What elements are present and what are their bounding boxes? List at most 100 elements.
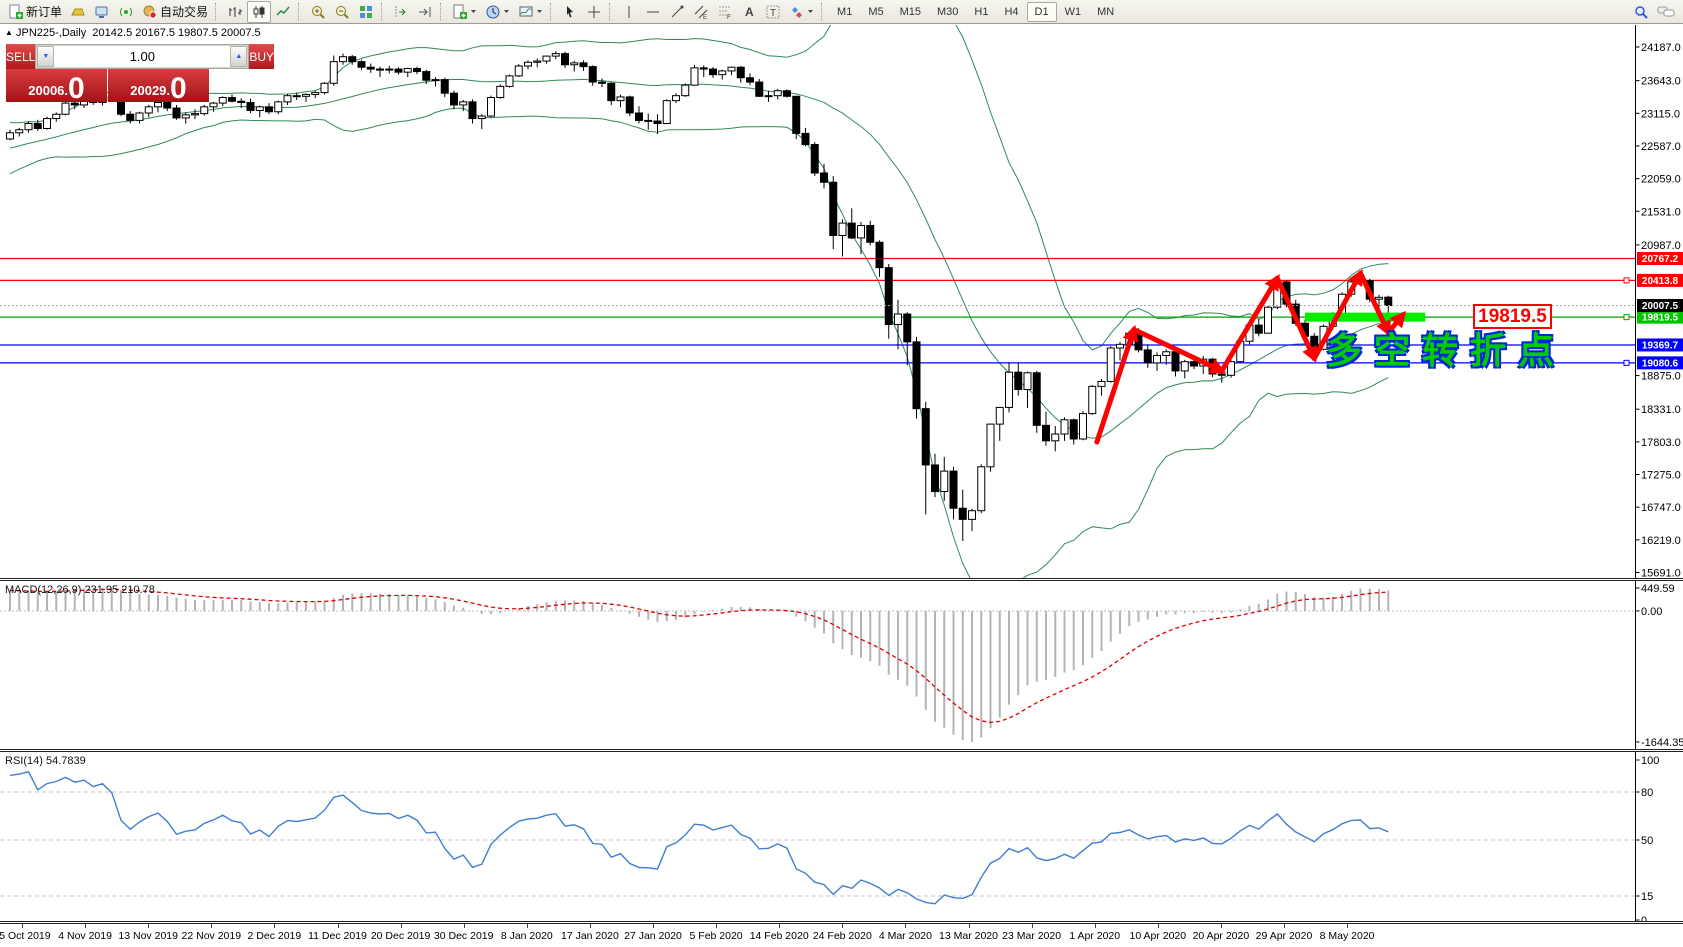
chart-ohlc-title: 20142.5 20167.5 19807.5 20007.5 xyxy=(92,27,261,39)
search-button[interactable] xyxy=(1629,1,1653,23)
toolbar-separator xyxy=(609,2,614,21)
zigzag-arrow-segment[interactable] xyxy=(1358,270,1391,337)
zigzag-arrow-segment[interactable] xyxy=(1311,268,1363,362)
candle-body xyxy=(921,408,930,466)
buy-price[interactable]: 20029 . 0 xyxy=(108,69,209,104)
fibonacci-button[interactable]: F xyxy=(713,1,737,23)
auto-trading-button[interactable]: 自动交易 xyxy=(138,1,212,23)
line-handle[interactable] xyxy=(1623,314,1630,321)
trendline-button[interactable] xyxy=(665,1,689,23)
channel-button[interactable]: E xyxy=(689,1,713,23)
cursor-icon xyxy=(567,5,574,17)
candle-body xyxy=(6,132,14,140)
zigzag-arrow-segment[interactable] xyxy=(1219,274,1280,374)
candle-body xyxy=(154,101,162,108)
timeframe-w1[interactable]: W1 xyxy=(1064,5,1082,18)
buy-price-dot: . xyxy=(166,83,171,98)
volume-decrease-button[interactable]: ▼ xyxy=(37,46,55,67)
tile-windows-button[interactable] xyxy=(354,1,378,23)
candle-body xyxy=(450,92,458,106)
line-chart-button[interactable] xyxy=(271,1,295,23)
axis-tick-label: 16747.0 xyxy=(1641,502,1681,514)
candle-body xyxy=(857,225,865,239)
candle-body xyxy=(181,114,190,119)
period-button[interactable] xyxy=(481,1,514,23)
candle-body xyxy=(246,101,255,112)
main-chart[interactable]: 24187.0 23643.0 23115.0 22587.0 22059.0 21531… xyxy=(0,25,1683,578)
sell-price[interactable]: 20006 . 0 xyxy=(6,69,107,104)
chart-shift-button[interactable] xyxy=(389,1,413,23)
svg-text:F: F xyxy=(727,15,731,20)
timeframe-h4[interactable]: H4 xyxy=(1004,5,1019,18)
buy-button[interactable]: BUY xyxy=(249,44,275,69)
panel-splitter[interactable] xyxy=(0,749,1683,752)
candle-body xyxy=(783,90,791,97)
new-order-button[interactable]: 新订单 xyxy=(4,1,66,23)
candle-body xyxy=(1106,347,1115,382)
crosshair-button[interactable] xyxy=(582,1,606,23)
candle-body xyxy=(1023,372,1032,390)
gold-ingot-button[interactable] xyxy=(66,1,90,23)
timeframe-h1[interactable]: H1 xyxy=(974,5,989,18)
candle-body xyxy=(496,85,505,99)
timeframe-m30[interactable]: M30 xyxy=(937,5,959,18)
candle-body xyxy=(662,100,671,125)
candle-body xyxy=(376,68,384,71)
new-chart-icon xyxy=(453,4,468,19)
signal-icon xyxy=(120,7,132,16)
axis-tick-label: 15691.0 xyxy=(1641,568,1681,578)
indicators-button[interactable] xyxy=(514,1,547,23)
macd-panel[interactable]: 449.59 0.00 -1644.35 xyxy=(0,581,1683,749)
zigzag-arrow-segment[interactable] xyxy=(1131,326,1227,374)
date-label: 4 Nov 2019 xyxy=(58,930,112,942)
zigzag-arrow-segment[interactable] xyxy=(1094,324,1138,445)
signal-button[interactable] xyxy=(114,1,138,23)
date-label: 17 Jan 2020 xyxy=(560,930,619,942)
chat-button[interactable] xyxy=(1653,1,1679,23)
axis-price-box xyxy=(1637,338,1683,352)
vertical-line-button[interactable] xyxy=(617,1,641,23)
zoom-in-button[interactable] xyxy=(306,1,330,23)
price-annotation-label[interactable]: 19819.5 xyxy=(1473,304,1552,329)
zoom-out-button[interactable] xyxy=(330,1,354,23)
crosshair-icon xyxy=(588,5,601,18)
zigzag-arrow-segment[interactable] xyxy=(1385,310,1407,336)
volume-input[interactable] xyxy=(54,46,231,67)
sell-button[interactable]: SELL xyxy=(6,44,36,69)
timeframe-m5[interactable]: M5 xyxy=(868,5,884,18)
text-button[interactable]: A xyxy=(737,1,761,23)
candle-body xyxy=(801,132,810,146)
timeframe-m15[interactable]: M15 xyxy=(899,5,921,18)
candle-body xyxy=(385,68,394,71)
auto-scroll-button[interactable] xyxy=(413,1,437,23)
line-handle[interactable] xyxy=(1623,277,1630,284)
candle-body xyxy=(1032,372,1041,426)
new-chart-button[interactable] xyxy=(448,1,481,23)
text-label-button[interactable]: T xyxy=(761,1,785,23)
axis-tick-label: 21531.0 xyxy=(1641,206,1681,218)
cursor-button[interactable] xyxy=(558,1,582,23)
candle-body xyxy=(172,107,181,119)
panel-splitter[interactable] xyxy=(0,578,1683,581)
cn-annotation-text[interactable]: 多空转折点 xyxy=(1326,330,1567,371)
support-zone-bar[interactable] xyxy=(1305,312,1426,322)
panel-splitter[interactable] xyxy=(0,921,1683,924)
axis-price-box xyxy=(1637,299,1683,313)
candle-body xyxy=(1134,332,1143,351)
timeframe-mn[interactable]: MN xyxy=(1097,5,1115,18)
horizontal-line-button[interactable] xyxy=(641,1,665,23)
bars-chart-button[interactable] xyxy=(223,1,247,23)
rsi-panel[interactable]: 100 80 50 15 0 xyxy=(0,752,1683,921)
terminals-button[interactable] xyxy=(90,1,114,23)
candle-body xyxy=(1042,424,1050,442)
rsi-name: RSI(14) xyxy=(5,755,43,767)
shapes-button[interactable] xyxy=(785,1,818,23)
timeframe-d1[interactable]: D1 xyxy=(1026,1,1057,22)
candlestick-chart-button[interactable] xyxy=(247,0,272,23)
timeframe-m1[interactable]: M1 xyxy=(837,5,853,18)
line-handle[interactable] xyxy=(1623,359,1630,366)
date-label: 27 Jan 2020 xyxy=(624,930,682,942)
text-icon: A xyxy=(745,5,754,19)
zigzag-arrow-segment[interactable] xyxy=(1274,275,1317,363)
volume-increase-button[interactable]: ▲ xyxy=(230,46,248,67)
